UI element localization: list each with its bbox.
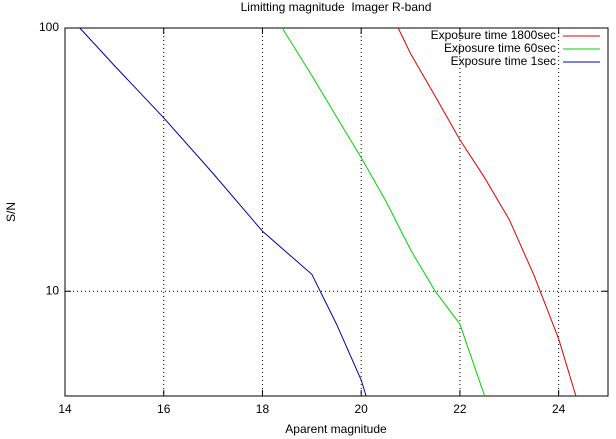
y-tick-label: 10: [46, 283, 60, 297]
chart-title: Limitting magnitude Imager R-band: [241, 0, 432, 14]
legend-label: Exposure time 1800sec: [431, 28, 556, 42]
legend-label: Exposure time 60sec: [444, 41, 556, 55]
x-tick-label: 18: [256, 402, 270, 416]
y-tick-label: 100: [39, 20, 59, 34]
plot-frame: [64, 27, 609, 397]
legend-label: Exposure time 1sec: [451, 54, 556, 68]
series-line: [79, 27, 367, 397]
series-line: [397, 27, 577, 397]
series-line: [281, 27, 486, 397]
x-tick-label: 20: [355, 402, 369, 416]
x-tick-label: 14: [58, 402, 72, 416]
x-tick-label: 24: [552, 402, 566, 416]
x-tick-label: 16: [157, 402, 171, 416]
x-tick-label: 22: [453, 402, 467, 416]
x-axis-label: Aparent magnitude: [285, 422, 387, 436]
y-axis-label: S/N: [4, 202, 18, 222]
